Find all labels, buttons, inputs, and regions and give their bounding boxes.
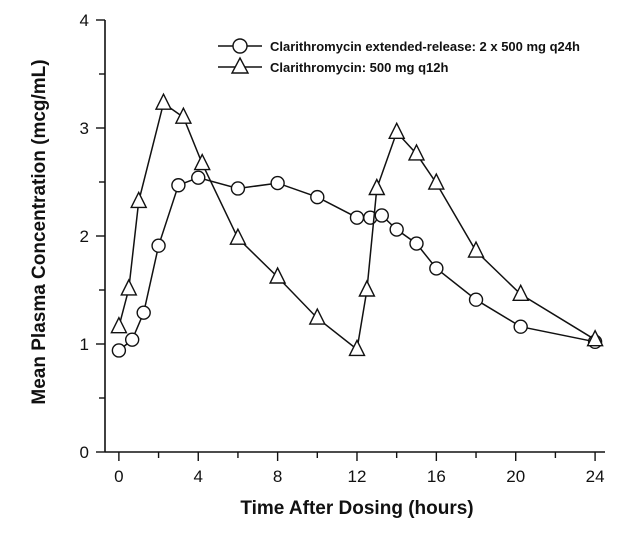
series-triangle (110, 92, 604, 357)
data-point-triangle (193, 153, 211, 171)
series-line-circle (118, 176, 596, 352)
legend-label-q12h: Clarithromycin: 500 mg q12h (270, 60, 448, 75)
data-point-circle (111, 343, 127, 358)
data-point-triangle (427, 172, 445, 190)
data-point-circle (151, 238, 166, 253)
series-circle (111, 170, 603, 358)
x-tick-label: 4 (194, 467, 203, 486)
data-point-circle (409, 236, 424, 251)
data-point-triangle (586, 329, 604, 347)
data-point-triangle (407, 143, 426, 161)
data-point-circle (136, 305, 151, 320)
data-point-circle (230, 181, 246, 196)
x-tick-label: 24 (586, 467, 605, 486)
data-point-triangle (229, 227, 247, 245)
legend-item-q12h: Clarithromycin: 500 mg q12h (218, 56, 448, 75)
series-layer (110, 92, 604, 358)
x-tick-label: 20 (506, 467, 525, 486)
data-point-circle (429, 261, 444, 276)
data-point-triangle (358, 279, 376, 297)
data-point-circle (124, 332, 140, 347)
data-point-triangle (368, 177, 386, 196)
x-tick-label: 8 (273, 467, 282, 486)
data-point-triangle (467, 240, 485, 258)
data-point-circle (349, 210, 365, 225)
data-point-triangle (268, 266, 287, 284)
data-point-triangle (130, 190, 148, 209)
data-point-triangle (308, 307, 326, 325)
series-line-triangle (118, 101, 596, 351)
y-tick-label: 2 (80, 227, 89, 246)
y-tick-label: 0 (80, 443, 89, 462)
y-tick-label: 4 (80, 11, 89, 30)
data-point-circle (513, 319, 528, 334)
legend-label-extended-release: Clarithromycin extended-release: 2 x 500… (270, 39, 580, 54)
data-point-triangle (110, 316, 128, 334)
legend-item-extended-release: Clarithromycin extended-release: 2 x 500… (218, 38, 580, 54)
x-tick-label: 0 (114, 467, 123, 486)
data-point-circle (310, 189, 325, 205)
y-tick-label: 1 (80, 335, 89, 354)
data-point-triangle (174, 106, 193, 124)
data-point-circle (171, 178, 186, 193)
x-ticks: 0 4 8 12 16 20 24 (114, 452, 605, 486)
y-ticks: 0 1 2 3 4 (80, 11, 105, 462)
data-point-circle (191, 170, 206, 185)
legend: Clarithromycin extended-release: 2 x 500… (218, 38, 580, 75)
data-point-circle (374, 208, 389, 223)
x-tick-label: 16 (427, 467, 446, 486)
x-axis-title: Time After Dosing (hours) (240, 498, 473, 519)
y-axis-title: Mean Plasma Concentration (mcg/mL) (29, 59, 50, 404)
legend-marker-circle (232, 38, 248, 54)
data-point-triangle (388, 121, 406, 140)
y-tick-label: 3 (80, 119, 89, 138)
data-point-circle (468, 292, 484, 307)
data-point-triangle (512, 283, 530, 301)
legend-marker-triangle (230, 56, 250, 74)
x-tick-label: 12 (348, 467, 367, 486)
data-point-circle (270, 175, 285, 191)
data-point-triangle (154, 92, 173, 110)
data-point-circle (389, 222, 404, 237)
data-point-triangle (348, 338, 366, 357)
data-point-triangle (120, 278, 138, 296)
